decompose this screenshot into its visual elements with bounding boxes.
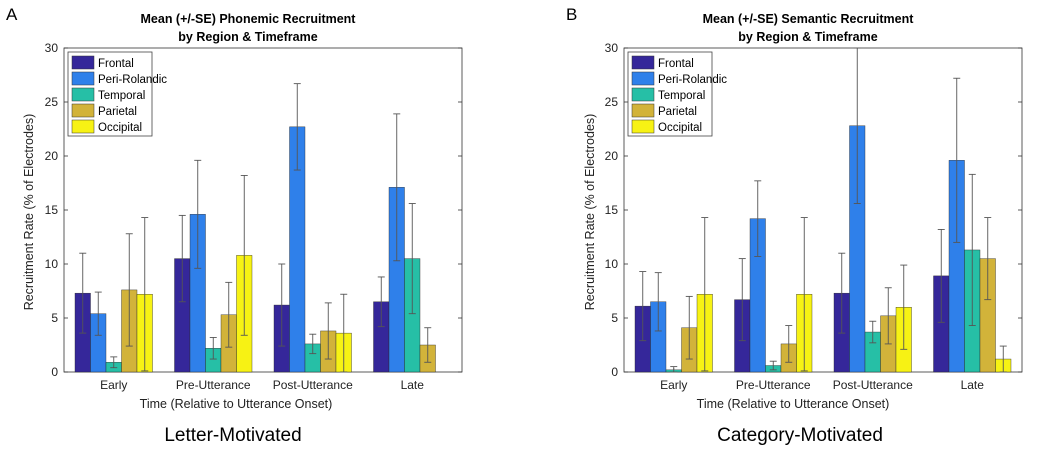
legend-label: Temporal <box>98 90 145 102</box>
legend-swatch-occipital <box>631 119 655 134</box>
x-tick-label: Post-Utterance <box>273 378 353 392</box>
y-tick-label: 5 <box>51 311 58 325</box>
legend-label: Frontal <box>98 58 134 70</box>
legend-label: Frontal <box>658 58 694 70</box>
x-tick-label: Pre-Utterance <box>176 378 251 392</box>
chart-title-line-1: Mean (+/-SE) Semantic Recruitment <box>703 12 915 26</box>
x-tick-label: Late <box>961 378 985 392</box>
x-tick-label: Early <box>100 378 127 392</box>
legend-label: Occipital <box>98 122 142 134</box>
legend-label: Parietal <box>98 106 137 118</box>
panel-b: B Mean (+/-SE) Semantic Recruitment by R… <box>566 5 1023 446</box>
chart-title-line-1: Mean (+/-SE) Phonemic Recruitment <box>141 12 357 26</box>
legend-label: Peri-Rolandic <box>658 74 727 86</box>
y-tick-label: 0 <box>51 365 58 379</box>
x-tick-label: Pre-Utterance <box>736 378 811 392</box>
y-axis-label: Recruitment Rate (% of Electrodes) <box>22 114 36 311</box>
panel-caption: Letter-Motivated <box>164 425 301 446</box>
y-tick-label: 15 <box>605 203 619 217</box>
legend-swatch-peri-rolandic <box>631 71 655 86</box>
x-tick-label: Late <box>401 378 425 392</box>
legend-swatch-temporal <box>631 87 655 102</box>
x-axis-label: Time (Relative to Utterance Onset) <box>140 397 333 411</box>
legend-swatch-frontal <box>631 55 655 70</box>
legend-swatch-parietal <box>71 103 95 118</box>
legend-label: Parietal <box>658 106 697 118</box>
y-tick-label: 25 <box>45 95 59 109</box>
y-axis-label: Recruitment Rate (% of Electrodes) <box>583 114 597 311</box>
y-tick-label: 5 <box>611 311 618 325</box>
panel-letter: A <box>6 5 18 24</box>
bars <box>74 83 436 373</box>
legend-label: Peri-Rolandic <box>98 74 167 86</box>
legend: Frontal Peri-Rolandic Temporal Parietal Occi… <box>627 51 727 137</box>
legend-swatch-peri-rolandic <box>71 71 95 86</box>
panel-a: A Mean (+/-SE) Phonemic Recruitment by R… <box>6 5 463 446</box>
panel-caption: Category-Motivated <box>717 425 883 446</box>
y-tick-label: 30 <box>45 41 59 55</box>
axes: 0 5 10 15 20 25 30 Early Pre-Utterance Post-Utter… <box>605 41 1023 392</box>
legend-swatch-temporal <box>71 87 95 102</box>
legend-swatch-parietal <box>631 103 655 118</box>
x-tick-label: Post-Utterance <box>833 378 913 392</box>
bars <box>634 47 1012 373</box>
y-tick-label: 20 <box>45 149 59 163</box>
legend-swatch-occipital <box>71 119 95 134</box>
y-tick-label: 15 <box>45 203 59 217</box>
y-tick-label: 30 <box>605 41 619 55</box>
panel-letter: B <box>566 5 577 24</box>
y-tick-label: 10 <box>605 257 619 271</box>
x-tick-label: Early <box>660 378 687 392</box>
x-axis-label: Time (Relative to Utterance Onset) <box>697 397 890 411</box>
legend: Frontal Peri-Rolandic Temporal Parietal Occi… <box>67 51 167 137</box>
chart-title-line-2: by Region & Timeframe <box>738 30 877 44</box>
y-tick-label: 20 <box>605 149 619 163</box>
y-tick-label: 25 <box>605 95 619 109</box>
y-tick-label: 0 <box>611 365 618 379</box>
legend-swatch-frontal <box>71 55 95 70</box>
chart-title-line-2: by Region & Timeframe <box>178 30 317 44</box>
legend-label: Temporal <box>658 90 705 102</box>
legend-label: Occipital <box>658 122 702 134</box>
axes: 0 5 10 15 20 25 30 Early Pre-Utterance Post-Utter… <box>45 41 463 392</box>
y-tick-label: 10 <box>45 257 59 271</box>
